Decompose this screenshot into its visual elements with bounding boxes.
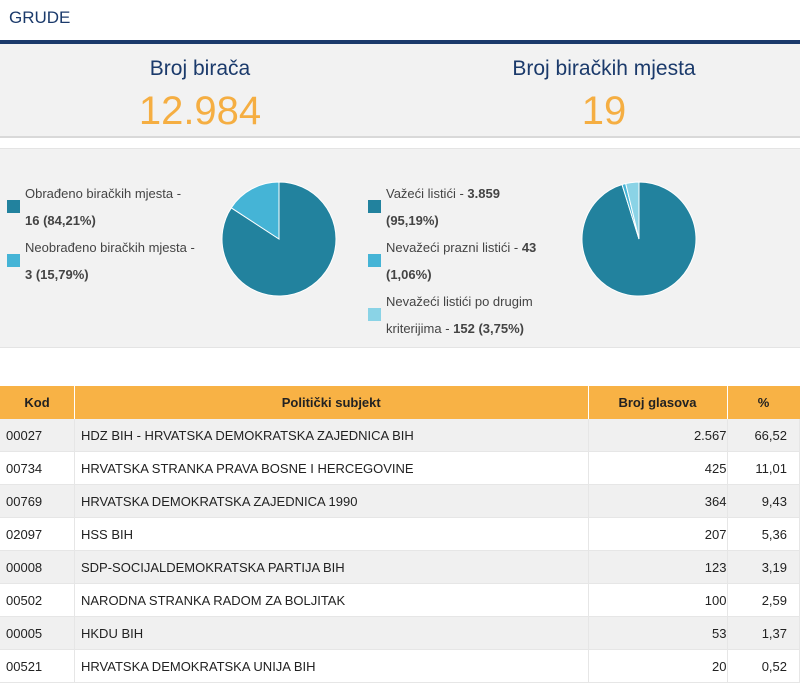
polling-stations-pie-chart [221, 181, 337, 297]
legend-swatch [368, 200, 381, 213]
legend-swatch [7, 200, 20, 213]
cell-glasova: 425 [588, 451, 728, 485]
stations-stat: Broj biračkih mjesta 19 [404, 44, 800, 133]
pie-slice-2[interactable] [625, 181, 640, 240]
legend-label: Nevažeći listići po drugim [386, 294, 533, 309]
legend-swatch [368, 308, 381, 321]
stations-label: Broj biračkih mjesta [512, 57, 696, 80]
cell-glasova-value: 53 [712, 625, 727, 641]
legend-value: 3 (15,79%) [25, 267, 89, 282]
cell-pct: 11,01 [727, 451, 800, 485]
cell-glasova-value: 100 [704, 592, 727, 608]
cell-glasova: 53 [588, 616, 728, 650]
table-row[interactable]: 02097 HSS BIH 207 5,36 [0, 517, 800, 551]
col-header-glasova[interactable]: Broj glasova [588, 386, 728, 419]
header: GRUDE [0, 0, 800, 41]
table-row[interactable]: 00521 HRVATSKA DEMOKRATSKA UNIJA BIH 20 0,5… [0, 649, 800, 683]
cell-subjekt: HDZ BIH - HRVATSKA DEMOKRATSKA ZAJEDNICA… [74, 419, 589, 452]
ballots-pie-chart [581, 181, 697, 297]
cell-kod: 00502 [0, 583, 75, 617]
cell-kod: 00005 [0, 616, 75, 650]
legend-count: 3.859 [467, 186, 500, 201]
cell-kod: 00521 [0, 649, 75, 683]
cell-glasova: 364 [588, 484, 728, 518]
voters-value: 12.984 [138, 89, 262, 133]
legend-swatch [7, 254, 20, 267]
cell-subjekt: HRVATSKA DEMOKRATSKA ZAJEDNICA 1990 [74, 484, 589, 518]
cell-pct: 1,37 [727, 616, 800, 650]
cell-glasova: 20 [588, 649, 728, 683]
cell-pct: 0,52 [727, 649, 800, 683]
cell-subjekt: HSS BIH [74, 517, 589, 551]
pie-slice-1[interactable] [230, 181, 280, 240]
col-header-subjekt[interactable]: Politički subjekt [74, 386, 589, 419]
cell-subjekt: HRVATSKA STRANKA PRAVA BOSNE I HERCEGOVI… [74, 451, 589, 485]
table-header-row: Kod Politički subjekt Broj glasova % [0, 386, 800, 419]
pie-slice-0[interactable] [221, 181, 337, 297]
table-row[interactable]: 00502 NARODNA STRANKA RADOM ZA BOLJITAK 10… [0, 583, 800, 617]
cell-glasova: 207 [588, 517, 728, 551]
legend-value: 16 (84,21%) [25, 213, 96, 228]
table-row[interactable]: 00008 SDP-SOCIJALDEMOKRATSKA PARTIJA BIH 1… [0, 550, 800, 584]
cell-pct: 66,52 [727, 419, 800, 452]
legend-label-cont: kriterijima - [386, 321, 454, 336]
cell-glasova-value: 364 [704, 493, 727, 509]
legend-label: Nevažeći prazni listići - [386, 240, 522, 255]
municipality-title: GRUDE [9, 8, 71, 27]
cell-glasova-value: 20 [712, 658, 727, 674]
cell-pct: 5,36 [727, 517, 800, 551]
col-header-pct[interactable]: % [727, 386, 800, 419]
cell-subjekt: NARODNA STRANKA RADOM ZA BOLJITAK [74, 583, 589, 617]
charts-panel: Obrađeno biračkih mjesta - 16 (84,21%) N… [0, 148, 800, 348]
cell-glasova-value: 207 [704, 526, 727, 542]
table-row[interactable]: 00769 HRVATSKA DEMOKRATSKA ZAJEDNICA 1990… [0, 484, 800, 518]
cell-pct: 9,43 [727, 484, 800, 518]
cell-subjekt: HRVATSKA DEMOKRATSKA UNIJA BIH [74, 649, 589, 683]
table-row[interactable]: 00027 HDZ BIH - HRVATSKA DEMOKRATSKA ZAJE… [0, 419, 800, 452]
legend-value: (95,19%) [386, 213, 439, 228]
cell-kod: 02097 [0, 517, 75, 551]
legend-swatch [368, 254, 381, 267]
table-row[interactable]: 00734 HRVATSKA STRANKA PRAVA BOSNE I HERC… [0, 451, 800, 485]
legend-value: (1,06%) [386, 267, 432, 282]
table-row[interactable]: 00005 HKDU BIH 53 1,37 [0, 616, 800, 650]
cell-kod: 00008 [0, 550, 75, 584]
cell-kod: 00734 [0, 451, 75, 485]
cell-glasova-value: 2.567 [693, 427, 727, 443]
legend-label: Neobrađeno biračkih mjesta - [25, 240, 195, 255]
cell-glasova-value: 123 [704, 559, 727, 575]
legend-count: 43 [521, 240, 537, 255]
stations-value: 19 [581, 89, 627, 133]
cell-subjekt: HKDU BIH [74, 616, 589, 650]
legend-value: 152 (3,75%) [453, 321, 524, 336]
voters-stat: Broj birača 12.984 [0, 44, 400, 133]
cell-pct: 2,59 [727, 583, 800, 617]
col-header-kod[interactable]: Kod [0, 386, 75, 419]
cell-glasova-value: 425 [704, 460, 727, 476]
voters-label: Broj birača [149, 57, 251, 80]
cell-pct: 3,19 [727, 550, 800, 584]
legend-label: Obrađeno biračkih mjesta - [25, 186, 182, 201]
cell-kod: 00769 [0, 484, 75, 518]
cell-glasova: 100 [588, 583, 728, 617]
cell-glasova: 2.567 [588, 419, 728, 452]
results-table: Kod Politički subjekt Broj glasova % 000… [0, 386, 800, 683]
cell-glasova: 123 [588, 550, 728, 584]
header-divider [0, 40, 800, 44]
legend-label: Važeći listići - [386, 186, 468, 201]
cell-kod: 00027 [0, 419, 75, 452]
summary-panel: Broj birača 12.984 Broj biračkih mjesta … [0, 44, 800, 138]
cell-subjekt: SDP-SOCIJALDEMOKRATSKA PARTIJA BIH [74, 550, 589, 584]
